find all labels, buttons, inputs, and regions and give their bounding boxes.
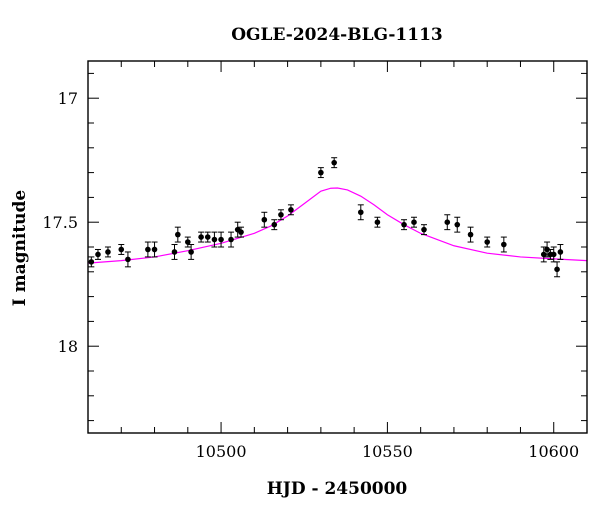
point-marker [185,239,191,245]
data-point [228,231,235,248]
point-marker [357,209,364,216]
point-marker [228,236,234,243]
x-axis-label: HJD - 2450000 [267,479,408,499]
data-point [500,236,507,253]
point-marker [374,219,381,225]
data-point [261,211,268,228]
data-point [544,241,551,258]
data-point [171,244,178,260]
point-marker [261,216,268,223]
point-marker [125,256,131,263]
data-point [94,248,101,260]
point-marker [401,221,407,228]
point-marker [288,207,294,213]
chart-title: OGLE-2024-BLG-1113 [231,25,443,45]
data-point [454,216,461,233]
point-marker [175,231,181,238]
point-marker [151,246,158,253]
point-marker [454,221,461,228]
model-layer [88,187,587,264]
point-marker [318,169,324,176]
data-point [484,236,491,248]
data-point [554,261,561,278]
data-point [557,244,564,260]
data-point [188,244,195,260]
point-marker [188,249,194,255]
point-marker [411,219,417,225]
point-marker [550,251,557,258]
point-marker [554,266,560,273]
data-point [238,226,245,238]
model-curve [88,187,587,264]
data-point [401,219,408,231]
y-axis-label: I magnitude [10,190,30,307]
point-marker [331,159,337,166]
point-marker [544,246,550,253]
data-point [420,224,427,236]
point-marker [484,239,491,245]
data-point [374,216,381,228]
point-marker [278,211,284,218]
plot-frame [87,60,588,434]
point-marker [421,226,427,233]
data-point [331,157,338,169]
data-point [151,241,158,258]
data-point [211,231,218,248]
data-point [444,214,451,231]
data-point [104,246,111,258]
point-marker [211,236,218,243]
x-tick-label: 10500 [196,442,247,461]
data-point [317,167,324,179]
data-points-layer [88,157,564,278]
data-point [124,251,131,268]
data-point [204,231,211,243]
data-point [218,231,225,248]
data-point [184,236,191,248]
axes: 10500 10550 10600 17 17.5 18 [42,61,588,461]
point-marker [105,249,111,255]
data-point [277,209,284,221]
point-marker [118,246,125,253]
point-marker [540,251,547,258]
data-point [144,241,151,258]
point-marker [271,221,278,228]
y-tick-label: 17.5 [42,213,78,232]
y-tick-label: 17 [58,89,78,108]
point-marker [95,251,101,258]
data-point [88,256,95,268]
data-point [198,231,205,243]
point-marker [218,236,224,243]
point-marker [501,241,507,248]
point-marker [467,231,474,238]
point-marker [145,246,151,253]
point-marker [238,229,244,235]
x-tick-label: 10550 [362,442,413,461]
point-marker [88,259,95,265]
point-marker [171,249,178,255]
data-point [174,226,181,243]
data-point [540,246,547,263]
data-point [287,204,294,216]
data-point [411,216,418,228]
point-marker [444,219,451,225]
data-point [357,204,364,221]
data-point [118,244,125,255]
x-tick-label: 10600 [528,442,579,461]
point-marker [198,234,204,240]
data-point [467,226,474,243]
data-point [271,219,278,231]
point-marker [557,249,564,255]
data-point [550,246,557,263]
point-marker [204,234,211,240]
y-tick-label: 18 [58,337,78,356]
